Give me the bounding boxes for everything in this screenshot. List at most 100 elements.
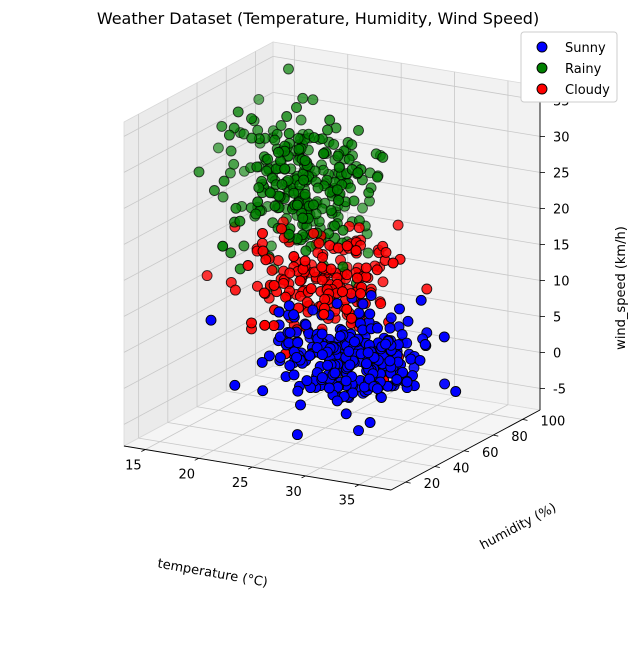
- point-rainy: [264, 187, 276, 199]
- point-sunny: [391, 374, 403, 385]
- grid-line: [226, 390, 494, 436]
- point-rainy: [225, 247, 237, 259]
- y-tick-label: 80: [511, 430, 528, 445]
- point-cloudy: [301, 296, 313, 308]
- y-tick-mark: [405, 481, 411, 484]
- point-sunny: [353, 425, 364, 437]
- point-sunny: [274, 351, 286, 363]
- legend-marker-sunny: [536, 41, 548, 53]
- z-tick-label: -5: [553, 382, 566, 397]
- point-cloudy: [229, 284, 241, 296]
- point-cloudy: [341, 269, 353, 281]
- point-rainy: [238, 240, 250, 252]
- point-sunny: [257, 385, 269, 397]
- point-sunny: [415, 294, 427, 306]
- point-cloudy: [375, 298, 387, 310]
- point-rainy: [269, 200, 281, 212]
- chart-title: Weather Dataset (Temperature, Humidity, …: [97, 9, 539, 28]
- point-rainy: [333, 161, 345, 173]
- point-rainy: [246, 132, 258, 144]
- point-rainy: [371, 171, 383, 183]
- point-rainy: [343, 153, 355, 165]
- point-sunny: [301, 375, 313, 387]
- y-tick-label: 100: [540, 414, 565, 429]
- point-sunny: [414, 354, 426, 366]
- point-cloudy: [371, 264, 383, 276]
- point-rainy: [218, 175, 230, 187]
- point-rainy: [362, 247, 374, 259]
- y-axis-label: humidity (%): [478, 501, 559, 554]
- point-rainy: [288, 187, 300, 199]
- point-rainy: [297, 212, 309, 224]
- point-sunny: [357, 298, 369, 310]
- point-sunny: [343, 346, 355, 357]
- point-rainy: [234, 215, 246, 227]
- point-cloudy: [332, 242, 344, 254]
- point-cloudy: [360, 262, 372, 274]
- z-tick-label: 10: [553, 274, 570, 289]
- point-sunny: [380, 338, 392, 350]
- z-tick-label: 5: [553, 310, 561, 325]
- point-sunny: [292, 337, 304, 349]
- point-sunny: [307, 304, 319, 316]
- point-cloudy: [341, 303, 353, 315]
- point-cloudy: [353, 222, 365, 234]
- grid-line: [196, 406, 465, 452]
- point-sunny: [340, 375, 352, 387]
- point-rainy: [308, 132, 320, 144]
- point-rainy: [225, 145, 237, 157]
- point-rainy: [283, 128, 295, 139]
- point-sunny: [401, 376, 413, 388]
- point-sunny: [331, 298, 343, 309]
- point-sunny: [323, 382, 335, 394]
- point-sunny: [344, 359, 356, 371]
- point-cloudy: [317, 251, 328, 263]
- x-tick-label: 15: [125, 459, 142, 474]
- legend-marker-rainy: [536, 62, 548, 74]
- point-sunny: [384, 322, 396, 334]
- point-sunny: [362, 347, 374, 359]
- point-rainy: [223, 129, 235, 141]
- grid-line: [123, 344, 274, 425]
- grid-line: [305, 395, 455, 477]
- point-cloudy: [260, 254, 272, 266]
- point-rainy: [269, 134, 281, 146]
- point-cloudy: [278, 277, 289, 289]
- y-tick-label: 20: [424, 477, 441, 492]
- point-rainy: [253, 182, 265, 194]
- point-cloudy: [351, 272, 363, 284]
- point-rainy: [262, 153, 274, 165]
- point-cloudy: [268, 279, 280, 291]
- grid-line: [123, 272, 274, 353]
- point-rainy: [312, 182, 324, 194]
- point-rainy: [331, 184, 343, 196]
- point-sunny: [361, 358, 372, 370]
- point-cloudy: [268, 320, 280, 332]
- grid-line: [123, 92, 274, 173]
- point-sunny: [385, 312, 397, 324]
- x-tick-mark: [354, 484, 360, 488]
- point-sunny: [283, 300, 295, 312]
- legend-marker-cloudy: [536, 83, 548, 95]
- x-tick-mark: [301, 475, 306, 479]
- point-sunny: [439, 378, 451, 390]
- point-cloudy: [305, 283, 317, 295]
- y-axis-line: [390, 409, 541, 491]
- point-sunny: [438, 331, 450, 343]
- point-cloudy: [387, 257, 399, 269]
- point-cloudy: [276, 223, 287, 235]
- point-cloudy: [350, 245, 362, 257]
- point-rainy: [297, 92, 309, 104]
- point-cloudy: [242, 260, 254, 271]
- point-sunny: [372, 322, 383, 334]
- grid-line: [167, 422, 435, 467]
- point-rainy: [332, 150, 344, 162]
- point-rainy: [230, 202, 242, 214]
- point-rainy: [216, 120, 228, 132]
- x-tick-mark: [141, 449, 146, 452]
- point-cloudy: [421, 283, 433, 295]
- point-cloudy: [316, 261, 328, 273]
- point-cloudy: [259, 319, 271, 331]
- point-rainy: [299, 155, 311, 166]
- z-axis-label: wind_speed (km/h): [614, 226, 629, 350]
